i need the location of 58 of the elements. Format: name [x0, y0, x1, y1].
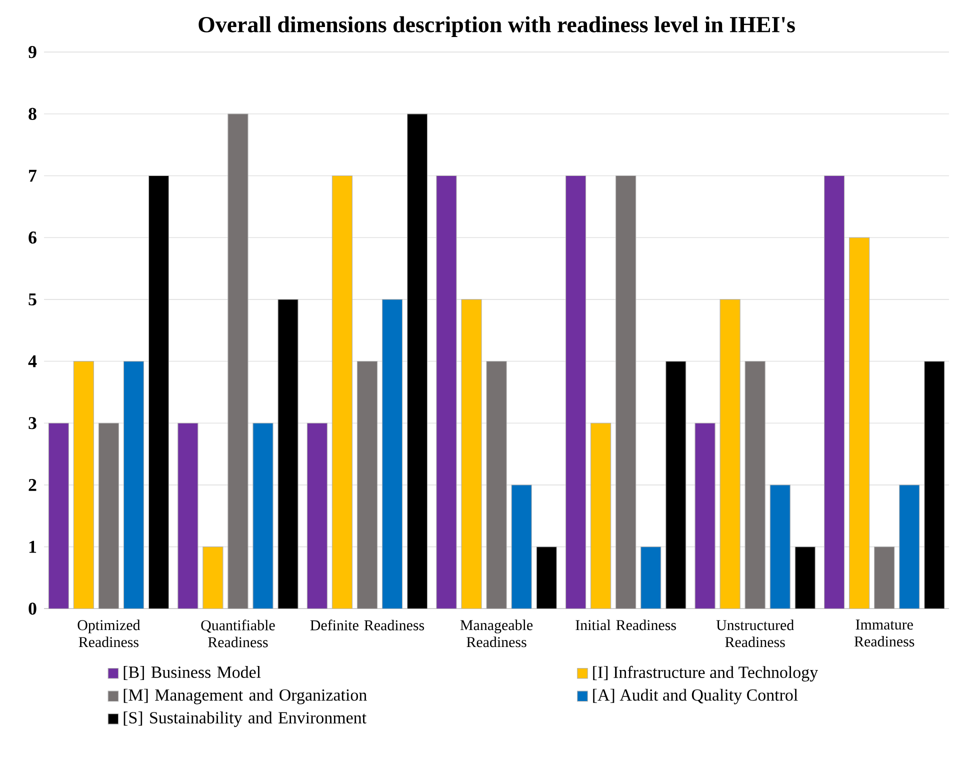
- bar: [382, 299, 403, 609]
- bar: [616, 176, 636, 609]
- y-tick-label: 0: [28, 602, 36, 615]
- x-tick-label: Manageable Readiness: [460, 620, 533, 648]
- y-tick-label: 1: [29, 540, 36, 553]
- x-tick-label: Immature Readiness: [854, 620, 914, 647]
- bar: [356, 361, 378, 609]
- bar: [332, 176, 353, 609]
- bar: [794, 546, 816, 609]
- x-tick-label: Optimized Readiness: [78, 620, 140, 648]
- bar: [73, 361, 94, 609]
- bar: [744, 361, 766, 609]
- y-tick-label: 7: [29, 170, 37, 182]
- bar: [640, 546, 662, 609]
- bar: [406, 114, 428, 609]
- bar: [849, 237, 870, 609]
- bar: [899, 484, 920, 609]
- y-tick-label: 4: [28, 355, 37, 368]
- bar: [278, 299, 298, 609]
- legend-label: [M] Management and Organization: [124, 688, 367, 704]
- bar: [666, 361, 686, 609]
- bar: [536, 546, 557, 609]
- x-tick-label: Definite Readiness: [310, 620, 424, 630]
- legend-label: [B] Business Model: [124, 666, 261, 680]
- bar: [228, 114, 248, 609]
- bar: [874, 546, 895, 609]
- bar: [590, 422, 612, 609]
- bar: [486, 361, 507, 609]
- bar: [565, 176, 586, 609]
- x-tick-label: Initial Readiness: [576, 620, 676, 630]
- bar: [202, 546, 224, 609]
- y-tick-label: 3: [28, 417, 36, 430]
- bar: [436, 176, 457, 609]
- y-tick-label: 6: [28, 232, 36, 244]
- bar: [123, 361, 144, 609]
- y-tick-label: 9: [28, 46, 36, 58]
- bar: [98, 422, 119, 609]
- legend-label: [A] Audit and Quality Control: [593, 688, 798, 704]
- bar: [720, 299, 740, 609]
- bar: [770, 484, 790, 609]
- y-tick-label: 2: [28, 479, 36, 491]
- bar: [694, 422, 716, 609]
- legend-label: [I] Infrastructure and Technology: [593, 666, 818, 682]
- chart-title: Overall dimensions description with readiness level in IHEI's: [198, 16, 795, 38]
- x-tick-label: Quantifiable Readiness: [201, 620, 275, 648]
- y-tick-label: 8: [28, 108, 36, 120]
- bar: [48, 422, 69, 609]
- bar: [924, 361, 945, 609]
- bar: [461, 299, 482, 609]
- y-tick-label: 5: [28, 294, 36, 306]
- bar: [824, 176, 845, 609]
- bar: [178, 422, 198, 609]
- x-tick-label: Unstructured Readiness: [716, 620, 794, 648]
- bar: [252, 422, 274, 609]
- bar: [306, 422, 328, 609]
- legend-label: [S] Sustainability and Environment: [124, 712, 366, 728]
- bar: [511, 484, 532, 609]
- bar: [148, 176, 170, 609]
